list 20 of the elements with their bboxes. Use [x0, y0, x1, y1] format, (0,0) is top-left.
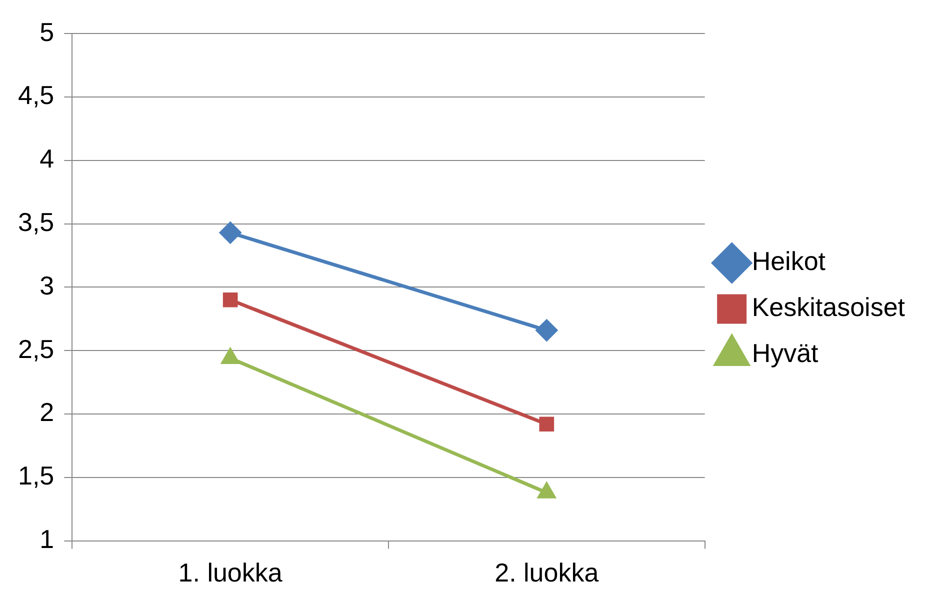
y-tick-label: 3,5: [18, 206, 54, 237]
point: [538, 482, 556, 498]
point: [222, 348, 239, 364]
x-tick-label: 2. luokka: [494, 558, 600, 588]
legend-label: Hyvät: [752, 338, 820, 368]
y-tick-label: 1,5: [18, 460, 54, 491]
y-tick-label: 2: [40, 397, 54, 428]
y-tick-label: 5: [40, 16, 54, 47]
point: [222, 292, 238, 308]
legend-label: Heikot: [752, 246, 826, 276]
point: [536, 320, 558, 342]
x-tick-label: 1. luokka: [178, 558, 283, 588]
y-tick-label: 1: [40, 524, 54, 554]
legend-label: Keskitasoiset: [752, 292, 906, 322]
point: [220, 222, 242, 244]
y-tick-label: 3: [40, 270, 54, 300]
point: [539, 416, 554, 432]
y-tick-label: 4: [40, 144, 54, 174]
y-tick-label: 4,5: [18, 80, 54, 110]
y-tick-label: 2,5: [18, 334, 54, 364]
